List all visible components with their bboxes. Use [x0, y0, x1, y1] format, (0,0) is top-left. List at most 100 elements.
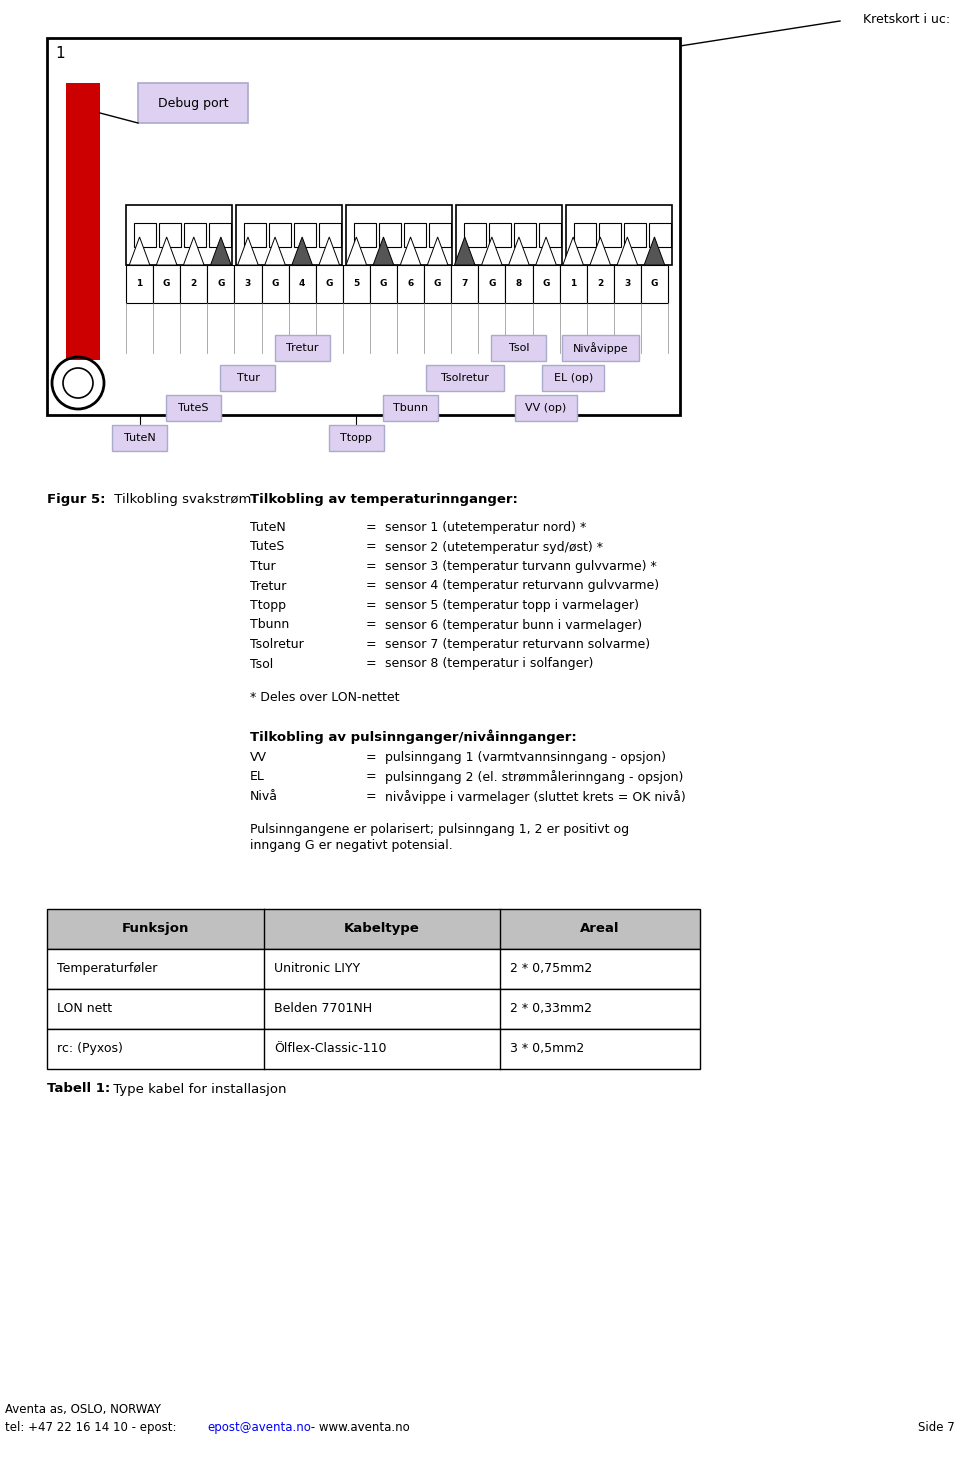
FancyBboxPatch shape: [560, 264, 587, 302]
Text: pulsinngang 2 (el. strømmålerinngang - opsjon): pulsinngang 2 (el. strømmålerinngang - o…: [385, 770, 684, 785]
FancyBboxPatch shape: [346, 205, 452, 264]
Text: 4: 4: [299, 279, 305, 288]
FancyBboxPatch shape: [319, 224, 341, 247]
FancyBboxPatch shape: [221, 365, 276, 392]
FancyBboxPatch shape: [429, 224, 451, 247]
Text: sensor 4 (temperatur returvann gulvvarme): sensor 4 (temperatur returvann gulvvarme…: [385, 580, 660, 593]
Polygon shape: [183, 237, 204, 264]
Text: 3 * 0,5mm2: 3 * 0,5mm2: [510, 1042, 584, 1055]
Text: G: G: [542, 279, 550, 288]
Text: Tabell 1:: Tabell 1:: [47, 1083, 110, 1096]
Text: G: G: [434, 279, 442, 288]
Text: TuteS: TuteS: [250, 541, 284, 554]
Text: Side 7: Side 7: [919, 1422, 955, 1435]
Text: nivåvippe i varmelager (sluttet krets = OK nivå): nivåvippe i varmelager (sluttet krets = …: [385, 790, 685, 804]
Text: =: =: [366, 580, 376, 593]
Polygon shape: [319, 237, 340, 264]
FancyBboxPatch shape: [244, 224, 266, 247]
FancyBboxPatch shape: [294, 224, 316, 247]
FancyBboxPatch shape: [354, 224, 376, 247]
FancyBboxPatch shape: [641, 264, 668, 302]
Text: =: =: [366, 770, 376, 783]
FancyBboxPatch shape: [426, 365, 503, 392]
FancyBboxPatch shape: [47, 989, 700, 1029]
Text: Ölflex-Classic-110: Ölflex-Classic-110: [275, 1042, 387, 1055]
Text: 2 * 0,33mm2: 2 * 0,33mm2: [510, 1002, 591, 1015]
Text: =: =: [366, 618, 376, 631]
Text: 2: 2: [597, 279, 604, 288]
Polygon shape: [482, 237, 502, 264]
Text: Temperaturføler: Temperaturføler: [57, 961, 157, 974]
Text: 1: 1: [136, 279, 143, 288]
FancyBboxPatch shape: [587, 264, 613, 302]
Text: Tbunn: Tbunn: [250, 618, 289, 631]
Text: Tbunn: Tbunn: [393, 403, 428, 413]
Text: Kretskort i uc:: Kretskort i uc:: [863, 13, 950, 26]
Text: 7: 7: [462, 279, 468, 288]
FancyBboxPatch shape: [126, 264, 153, 302]
FancyBboxPatch shape: [289, 264, 316, 302]
Text: G: G: [163, 279, 170, 288]
Text: EL (op): EL (op): [554, 373, 592, 383]
Text: Tsol: Tsol: [250, 657, 274, 671]
Text: Belden 7701NH: Belden 7701NH: [275, 1002, 372, 1015]
FancyBboxPatch shape: [404, 224, 426, 247]
FancyBboxPatch shape: [269, 224, 291, 247]
Text: G: G: [325, 279, 333, 288]
Text: 3: 3: [245, 279, 252, 288]
FancyBboxPatch shape: [478, 264, 505, 302]
Polygon shape: [238, 237, 258, 264]
FancyBboxPatch shape: [159, 224, 181, 247]
Text: Tilkobling svakstrøm: Tilkobling svakstrøm: [110, 492, 252, 506]
FancyBboxPatch shape: [112, 425, 167, 451]
Text: * Deles over LON-nettet: * Deles over LON-nettet: [250, 691, 399, 704]
Text: 5: 5: [353, 279, 359, 288]
Text: =: =: [366, 522, 376, 535]
Text: G: G: [272, 279, 278, 288]
FancyBboxPatch shape: [539, 224, 561, 247]
Text: Type kabel for installasjon: Type kabel for installasjon: [109, 1083, 286, 1096]
FancyBboxPatch shape: [492, 335, 546, 361]
Text: sensor 1 (utetemperatur nord) *: sensor 1 (utetemperatur nord) *: [385, 522, 587, 535]
Text: 3: 3: [624, 279, 631, 288]
Text: Funksjon: Funksjon: [122, 922, 189, 935]
Text: G: G: [380, 279, 387, 288]
Polygon shape: [509, 237, 529, 264]
Text: 6: 6: [407, 279, 414, 288]
Text: Ttopp: Ttopp: [250, 599, 286, 612]
FancyBboxPatch shape: [451, 264, 478, 302]
FancyBboxPatch shape: [515, 394, 577, 421]
Text: =: =: [366, 751, 376, 764]
Text: 2: 2: [191, 279, 197, 288]
Text: sensor 8 (temperatur i solfanger): sensor 8 (temperatur i solfanger): [385, 657, 593, 671]
Text: 8: 8: [516, 279, 522, 288]
Text: =: =: [366, 790, 376, 804]
FancyBboxPatch shape: [209, 224, 231, 247]
Polygon shape: [644, 237, 664, 264]
FancyBboxPatch shape: [66, 83, 100, 359]
Polygon shape: [292, 237, 312, 264]
Text: Nivå: Nivå: [250, 790, 278, 804]
FancyBboxPatch shape: [624, 224, 646, 247]
FancyBboxPatch shape: [47, 38, 680, 415]
Text: sensor 5 (temperatur topp i varmelager): sensor 5 (temperatur topp i varmelager): [385, 599, 639, 612]
Text: Unitronic LIYY: Unitronic LIYY: [275, 961, 361, 974]
FancyBboxPatch shape: [514, 224, 536, 247]
Text: tel: +47 22 16 14 10 - epost:: tel: +47 22 16 14 10 - epost:: [5, 1422, 180, 1435]
FancyBboxPatch shape: [383, 394, 438, 421]
Text: sensor 3 (temperatur turvann gulvvarme) *: sensor 3 (temperatur turvann gulvvarme) …: [385, 560, 657, 573]
FancyBboxPatch shape: [153, 264, 180, 302]
Text: VV: VV: [250, 751, 267, 764]
Polygon shape: [130, 237, 150, 264]
FancyBboxPatch shape: [134, 224, 156, 247]
FancyBboxPatch shape: [138, 83, 248, 123]
FancyBboxPatch shape: [562, 335, 639, 361]
Text: Tsolretur: Tsolretur: [250, 638, 303, 652]
Text: Tsolretur: Tsolretur: [441, 373, 489, 383]
FancyBboxPatch shape: [166, 394, 221, 421]
Text: =: =: [366, 638, 376, 652]
Text: TuteN: TuteN: [250, 522, 286, 535]
FancyBboxPatch shape: [343, 264, 370, 302]
Text: Nivåvippe: Nivåvippe: [572, 342, 628, 354]
Text: LON nett: LON nett: [57, 1002, 112, 1015]
